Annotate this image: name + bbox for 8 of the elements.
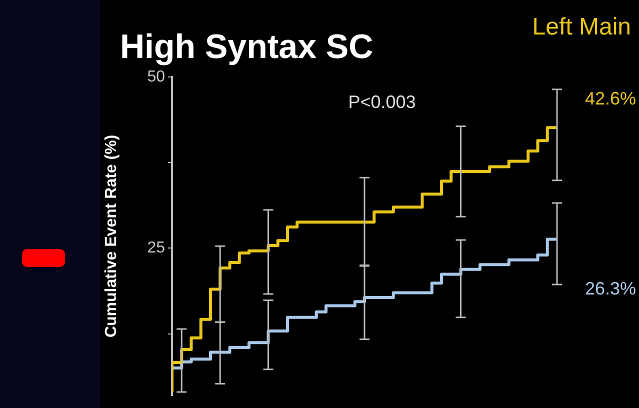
annotation: P<0.003 <box>348 92 416 112</box>
y-tick-label: 25 <box>147 240 166 257</box>
data-label: 26.3% <box>584 278 636 298</box>
y-axis-title: Cumulative Event Rate (%) <box>103 134 120 338</box>
chart-title: High Syntax SC <box>120 28 374 66</box>
data-label: 42.6% <box>584 88 636 109</box>
y-tick-label: 50 <box>147 68 166 86</box>
text: Left Main <box>532 14 631 41</box>
